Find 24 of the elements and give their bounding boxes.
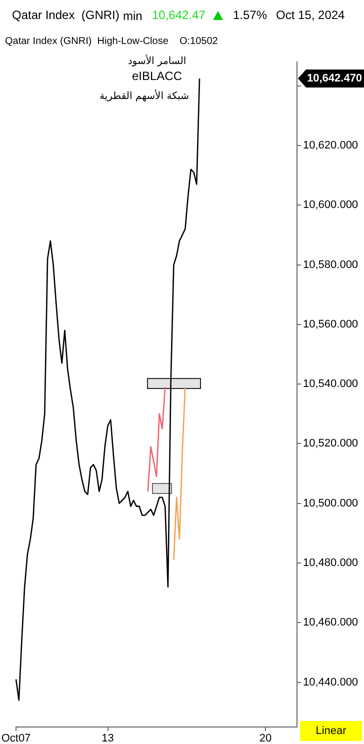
y-tick-label: 10,540.000: [303, 378, 358, 390]
y-tick-label: 10,520.000: [303, 438, 358, 450]
text: 10,642.470: [307, 72, 362, 85]
text: 10,642.47: [152, 8, 206, 22]
text: 1.57%: [233, 8, 268, 22]
annotation: شبكة الأسهم القطرية: [95, 91, 189, 102]
text: Oct 15, 2024: [276, 8, 345, 22]
annotation: eIBLACC: [130, 69, 184, 83]
x-tick-label: 13: [102, 732, 114, 744]
chart-subtitle: Qatar Index (GNRI) High-Low-Close O:10502: [5, 36, 218, 47]
x-tick-label: Oct07: [1, 732, 31, 744]
y-tick-label: 10,440.000: [303, 676, 358, 688]
x-tick-label: 20: [259, 732, 272, 744]
text: Linear: [300, 721, 362, 741]
y-tick-label: 10,500.000: [303, 497, 358, 510]
y-tick-label: 10,580.000: [303, 258, 358, 271]
y-tick-label: 10,600.000: [303, 199, 358, 212]
y-tick-label: 10,480.000: [303, 557, 358, 570]
text: min: [123, 9, 142, 23]
annotation: السامر الأسود: [126, 56, 188, 67]
y-tick-label: 10,560.000: [303, 318, 358, 330]
chart-title: Qatar Index (GNRI): [12, 8, 120, 22]
y-tick-label: 10,620.000: [303, 140, 358, 152]
y-tick-label: 10,460.000: [303, 616, 358, 629]
